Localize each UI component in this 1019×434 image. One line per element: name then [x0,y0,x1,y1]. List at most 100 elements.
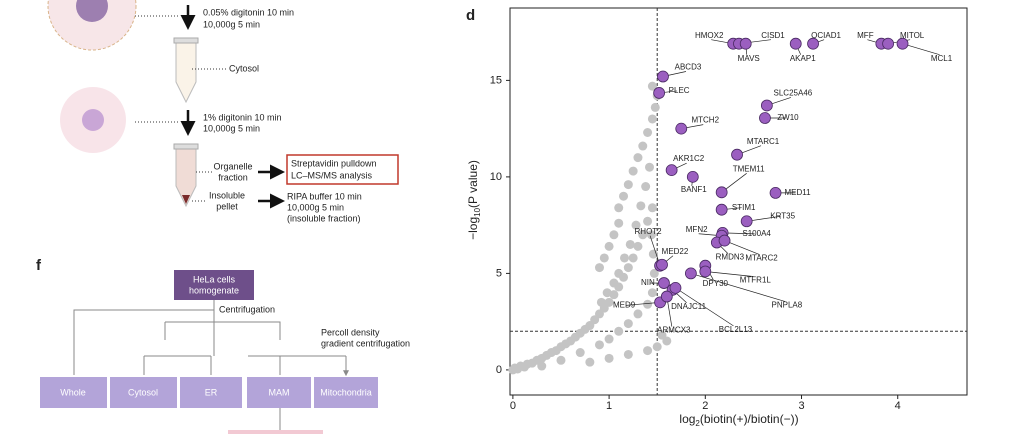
hit-point [669,281,682,294]
background-point [643,346,653,356]
x-tick-label: 4 [895,400,901,412]
x-tick-label: 1 [606,400,612,412]
background-point [614,326,624,336]
point-label: OCIAD1 [811,31,841,40]
point-label: BANF1 [681,185,707,194]
x-axis-label-part: log [679,412,695,426]
flow-line [73,300,215,372]
pellet [182,195,190,204]
hit-point [656,258,668,271]
flow-line [164,321,281,340]
background-point [594,263,604,273]
background-point [614,203,624,213]
point-label: PNPLA8 [772,301,803,310]
background-point [641,182,651,192]
background-point [614,218,624,228]
point-label: MED11 [784,188,811,197]
panel-label: d [466,7,475,24]
background-point [638,141,648,151]
hit-point [657,70,669,83]
y-tick-label: 0 [496,364,502,376]
fraction-text: Mitochondria [320,387,372,397]
step-text: 0.05% digitonin 10 min [203,7,294,17]
hit-point [699,265,712,278]
hit-point [715,186,728,199]
step-text: Percoll density [321,327,380,337]
step-text: gradient centrifugation [321,338,410,348]
background-point [609,230,619,240]
background-point [585,357,595,367]
root-text: HeLa cells [193,274,236,284]
background-point [609,278,619,288]
background-point [649,268,659,278]
background-point [556,355,566,365]
step-text: (insoluble fraction) [287,213,361,223]
background-point [628,166,638,176]
background-point [619,191,629,201]
plot-frame [509,7,968,396]
label-connector [705,271,754,277]
point-label: ABCD3 [675,63,702,72]
hit-point [715,203,728,216]
fraction-label: pellet [216,201,238,211]
tube [175,41,197,104]
y-tick-label: 10 [490,171,502,183]
fraction-box [110,377,177,408]
point-label: MTARC1 [747,137,780,146]
point-label: RHOT2 [635,227,663,236]
fraction-box [180,377,242,408]
point-label: MED9 [613,300,636,309]
point-label: DNAJC11 [671,302,707,311]
analysis-text: Streptavidin pulldown [291,158,377,168]
step-text: Centrifugation [219,304,275,314]
hit-point [739,37,752,50]
next-box [228,430,323,434]
hit-point [653,87,666,99]
background-point [625,239,635,249]
point-label: MAVS [738,54,760,63]
point-label: MTFR1L [740,276,772,285]
x-axis-label-part: (biotin(+)/biotin(−)) [700,412,799,426]
fraction-text: MAM [269,387,290,397]
y-axis-label: −log10(P value) [466,160,482,240]
hit-point [807,37,819,50]
background-point [631,220,641,230]
hit-point [789,37,802,50]
hit-point [769,187,782,199]
background-point [636,201,646,211]
point-label: ARMCX3 [657,326,691,335]
fraction-box [314,377,378,408]
hit-point [675,122,688,135]
background-point [614,268,624,278]
fraction-label: fraction [218,172,248,182]
hit-point [665,164,678,177]
background-point [650,102,660,112]
point-label: PLEC [669,86,690,95]
x-tick-label: 3 [798,400,804,412]
analysis-box [286,154,399,185]
point-label: MFN2 [686,225,708,234]
x-axis-label-part: 2 [695,419,700,428]
root-text: homogenate [189,285,239,295]
hit-point [759,112,771,124]
y-axis-label-part: −log [466,217,480,240]
background-point [633,153,643,163]
background-point [643,216,653,226]
point-label: DPY30 [703,279,729,288]
panel-label: f [36,257,42,274]
background-point [623,263,633,273]
background-point [647,203,657,213]
point-label: ZW10 [777,113,799,122]
point-label: SLC25A46 [774,89,813,98]
step-text: 1% digitonin 10 min [203,112,282,122]
background-point [623,349,633,359]
background-point [633,241,643,251]
flow-line [143,355,347,372]
label-connector [690,273,785,302]
background-point [604,241,614,251]
hit-point [740,215,753,228]
point-label: KRT35 [770,211,795,220]
point-label: STIM1 [732,203,756,212]
fraction-box [40,377,107,408]
